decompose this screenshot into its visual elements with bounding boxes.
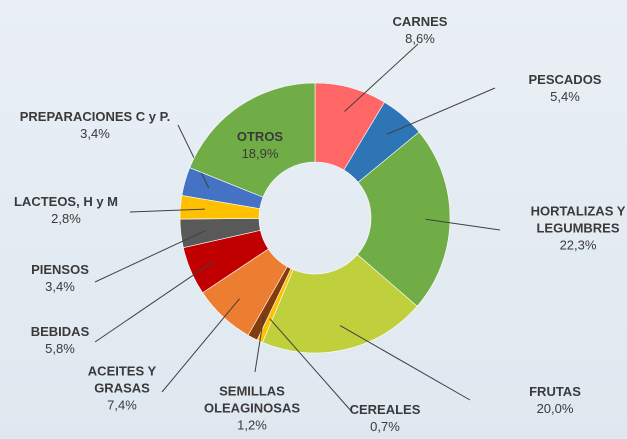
category-label: PIENSOS xyxy=(31,262,89,277)
leader-line xyxy=(94,261,214,343)
value-label: 3,4% xyxy=(80,126,110,141)
leader-line xyxy=(177,124,210,189)
category-label: SEMILLAS OLEAGINOSAS xyxy=(203,383,301,416)
value-label: 5,4% xyxy=(550,89,580,104)
leader-line xyxy=(129,208,205,213)
slice-label: FRUTAS 20,0% xyxy=(500,383,610,417)
slice-label: HORTALIZAS Y LEGUMBRES 22,3% xyxy=(523,203,627,254)
slice-label: CEREALES 0,7% xyxy=(330,401,440,435)
category-label: PESCADOS xyxy=(528,72,602,87)
leader-line xyxy=(161,298,240,393)
slice-label: BEBIDAS 5,8% xyxy=(10,323,110,357)
leader-line xyxy=(254,315,265,373)
slice-label: SEMILLAS OLEAGINOSAS 1,2% xyxy=(197,383,307,434)
slice-label: LACTEOS, H y M 2,8% xyxy=(1,193,131,227)
slice-label: PREPARACIONES C y P. 3,4% xyxy=(5,108,185,142)
leader-line xyxy=(269,318,353,413)
value-label: 22,3% xyxy=(559,237,597,253)
category-label: OTROS xyxy=(236,129,284,144)
slice-label: PESCADOS 5,4% xyxy=(505,71,625,105)
leader-line xyxy=(386,87,496,135)
slice-label: OTROS 18,9% xyxy=(210,128,310,162)
value-label: 7,4% xyxy=(107,397,137,413)
leader-line xyxy=(94,230,206,283)
leader-line xyxy=(344,43,419,112)
value-label: 1,2% xyxy=(237,417,267,433)
category-label: ACEITES Y GRASAS xyxy=(87,363,157,396)
value-label: 20,0% xyxy=(536,401,574,416)
category-label: BEBIDAS xyxy=(30,324,90,339)
donut-slice xyxy=(262,254,418,354)
category-label: FRUTAS xyxy=(529,384,581,399)
category-label: CEREALES xyxy=(349,402,421,417)
slice-label: ACEITES Y GRASAS 7,4% xyxy=(77,363,167,414)
donut-slice xyxy=(189,82,316,198)
value-label: 2,8% xyxy=(51,211,81,226)
category-label: LACTEOS, H y M xyxy=(13,194,118,209)
category-label: PREPARACIONES C y P. xyxy=(19,109,171,124)
slice-label: PIENSOS 3,4% xyxy=(10,261,110,295)
category-label: HORTALIZAS Y LEGUMBRES xyxy=(530,203,626,236)
value-label: 3,4% xyxy=(45,279,75,294)
value-label: 8,6% xyxy=(405,31,435,46)
leader-line xyxy=(339,325,471,401)
category-label: CARNES xyxy=(392,14,448,29)
leader-line xyxy=(425,218,501,231)
value-label: 0,7% xyxy=(370,419,400,434)
donut-slice xyxy=(356,131,451,307)
value-label: 18,9% xyxy=(241,146,279,161)
value-label: 5,8% xyxy=(45,341,75,356)
slice-label: CARNES 8,6% xyxy=(360,13,480,47)
